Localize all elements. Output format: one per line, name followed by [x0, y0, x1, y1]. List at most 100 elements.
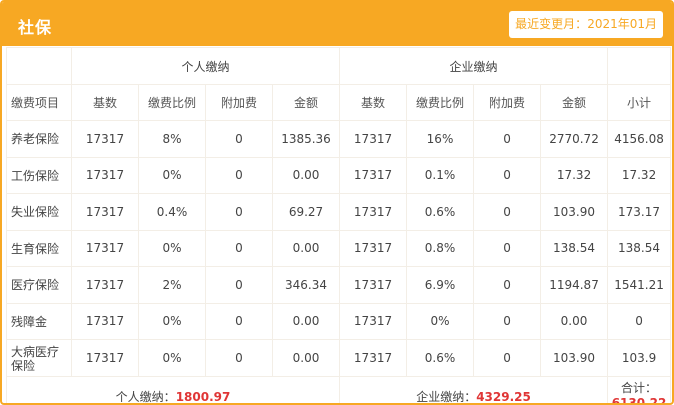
group-header-blank	[6, 47, 72, 85]
cell-personal-base: 17317	[71, 120, 139, 158]
grand-total-value: 6130.22	[611, 396, 667, 405]
cell-company-amount: 17.32	[540, 156, 609, 194]
cell-subtotal: 4156.08	[607, 120, 672, 158]
cell-company-base: 17317	[339, 120, 408, 158]
grand-total-cell: 合计： 6130.22	[607, 375, 672, 405]
cell-item: 养老保险	[6, 120, 72, 158]
cell-company-base: 17317	[339, 156, 408, 194]
company-total-value: 4329.25	[476, 389, 531, 404]
cell-personal-ratio: 0.4%	[138, 193, 206, 231]
totals-row: 个人缴纳：1800.97 企业缴纳：4329.25 合计： 6130.22	[5, 375, 672, 405]
cell-personal-extra: 0	[205, 266, 273, 304]
cell-company-extra: 0	[473, 229, 542, 267]
table-row: 养老保险 17317 8% 0 1385.36 17317 16% 0 2770.72 4156.…	[6, 120, 672, 158]
cell-personal-amount: 69.27	[271, 193, 341, 231]
cell-company-extra: 0	[473, 302, 542, 340]
cell-personal-base: 17317	[71, 156, 139, 194]
column-header-row: 缴费项目 基数 缴费比例 附加费 金额 基数 缴费比例 附加费 金额 小计	[6, 84, 672, 121]
panel-title: 社保	[18, 18, 53, 37]
cell-company-ratio: 0.1%	[406, 156, 475, 194]
table-row: 失业保险 17317 0.4% 0 69.27 17317 0.6% 0 103.90 173.1…	[6, 193, 672, 231]
cell-personal-extra: 0	[205, 156, 273, 194]
col-company-ratio: 缴费比例	[406, 84, 475, 121]
table-row: 生育保险 17317 0% 0 0.00 17317 0.8% 0 138.54 138.54	[6, 229, 672, 267]
cell-personal-amount: 346.34	[271, 266, 341, 304]
cell-personal-base: 17317	[71, 339, 139, 377]
cell-item: 医疗保险	[6, 266, 72, 304]
cell-company-ratio: 0.6%	[406, 339, 475, 377]
cell-personal-base: 17317	[71, 302, 139, 340]
cell-item: 残障金	[6, 302, 72, 340]
cell-personal-extra: 0	[205, 193, 273, 231]
cell-company-ratio: 0.8%	[406, 229, 475, 267]
cell-company-amount: 103.90	[540, 339, 609, 377]
cell-personal-ratio: 0%	[138, 339, 206, 377]
cell-company-extra: 0	[473, 120, 542, 158]
table-row: 大病医疗保险 17317 0% 0 0.00 17317 0.6% 0 103.90 103.9	[6, 339, 672, 377]
cell-company-amount: 2770.72	[540, 120, 609, 158]
cell-personal-extra: 0	[205, 120, 273, 158]
cell-personal-ratio: 0%	[138, 302, 206, 340]
cell-personal-amount: 0.00	[271, 339, 341, 377]
cell-company-amount: 0.00	[540, 302, 609, 340]
personal-total-cell: 个人缴纳：1800.97	[5, 375, 341, 404]
col-subtotal: 小计	[607, 84, 672, 121]
cell-company-ratio: 0%	[406, 302, 475, 340]
cell-personal-base: 17317	[71, 266, 139, 304]
grand-total-label: 合计：	[621, 381, 658, 395]
cell-company-base: 17317	[339, 339, 408, 377]
cell-item: 大病医疗保险	[6, 339, 72, 377]
cell-personal-ratio: 0%	[138, 229, 206, 267]
cell-company-ratio: 16%	[406, 120, 475, 158]
col-company-amount: 金额	[540, 84, 609, 121]
last-change-label: 最近变更月：	[515, 17, 588, 31]
cell-company-ratio: 0.6%	[406, 193, 475, 231]
cell-item-text: 大病医疗保险	[11, 344, 60, 371]
cell-company-base: 17317	[339, 302, 408, 340]
table-row: 工伤保险 17317 0% 0 0.00 17317 0.1% 0 17.32 17.32	[6, 156, 672, 194]
cell-company-ratio: 6.9%	[406, 266, 475, 304]
cell-company-amount: 103.90	[540, 193, 609, 231]
cell-personal-extra: 0	[205, 229, 273, 267]
cell-company-base: 17317	[339, 266, 408, 304]
table-row: 残障金 17317 0% 0 0.00 17317 0% 0 0.00 0	[6, 302, 672, 340]
group-header-personal: 个人缴纳	[70, 47, 341, 85]
cell-personal-extra: 0	[205, 302, 273, 340]
cell-personal-amount: 1385.36	[271, 120, 341, 158]
table-row: 医疗保险 17317 2% 0 346.34 17317 6.9% 0 1194.87 1541.…	[6, 266, 672, 304]
cell-personal-amount: 0.00	[271, 302, 341, 340]
last-change-value: 2021年01月	[587, 17, 657, 31]
col-personal-amount: 金额	[271, 84, 341, 121]
col-personal-base: 基数	[71, 84, 139, 121]
cell-personal-extra: 0	[205, 339, 273, 377]
company-total-cell: 企业缴纳：4329.25	[339, 375, 609, 404]
cell-company-base: 17317	[339, 193, 408, 231]
cell-personal-amount: 0.00	[271, 229, 341, 267]
cell-company-amount: 1194.87	[540, 266, 609, 304]
cell-personal-base: 17317	[71, 193, 139, 231]
col-company-base: 基数	[339, 84, 408, 121]
cell-personal-base: 17317	[71, 229, 139, 267]
group-header-row: 个人缴纳 企业缴纳	[6, 47, 672, 85]
personal-total-label: 个人缴纳：	[115, 389, 176, 404]
cell-personal-amount: 0.00	[271, 156, 341, 194]
col-item: 缴费项目	[6, 84, 72, 121]
contribution-table: 个人缴纳 企业缴纳 缴费项目 基数 缴费比例 附加费 金额 基数 缴费比例 附加…	[5, 47, 672, 405]
cell-company-extra: 0	[473, 193, 542, 231]
cell-personal-ratio: 2%	[138, 266, 206, 304]
personal-total-value: 1800.97	[175, 389, 231, 404]
cell-item: 失业保险	[6, 193, 72, 231]
group-header-company: 企业缴纳	[339, 47, 609, 85]
cell-company-amount: 138.54	[540, 229, 609, 267]
cell-company-extra: 0	[473, 156, 542, 194]
cell-company-extra: 0	[473, 339, 542, 377]
cell-subtotal: 173.17	[607, 193, 672, 231]
cell-personal-ratio: 8%	[138, 120, 206, 158]
cell-company-base: 17317	[339, 229, 408, 267]
cell-company-extra: 0	[473, 266, 542, 304]
col-personal-extra: 附加费	[205, 84, 273, 121]
cell-subtotal: 1541.21	[607, 266, 672, 304]
cell-subtotal: 0	[607, 302, 672, 340]
cell-item: 生育保险	[6, 229, 72, 267]
